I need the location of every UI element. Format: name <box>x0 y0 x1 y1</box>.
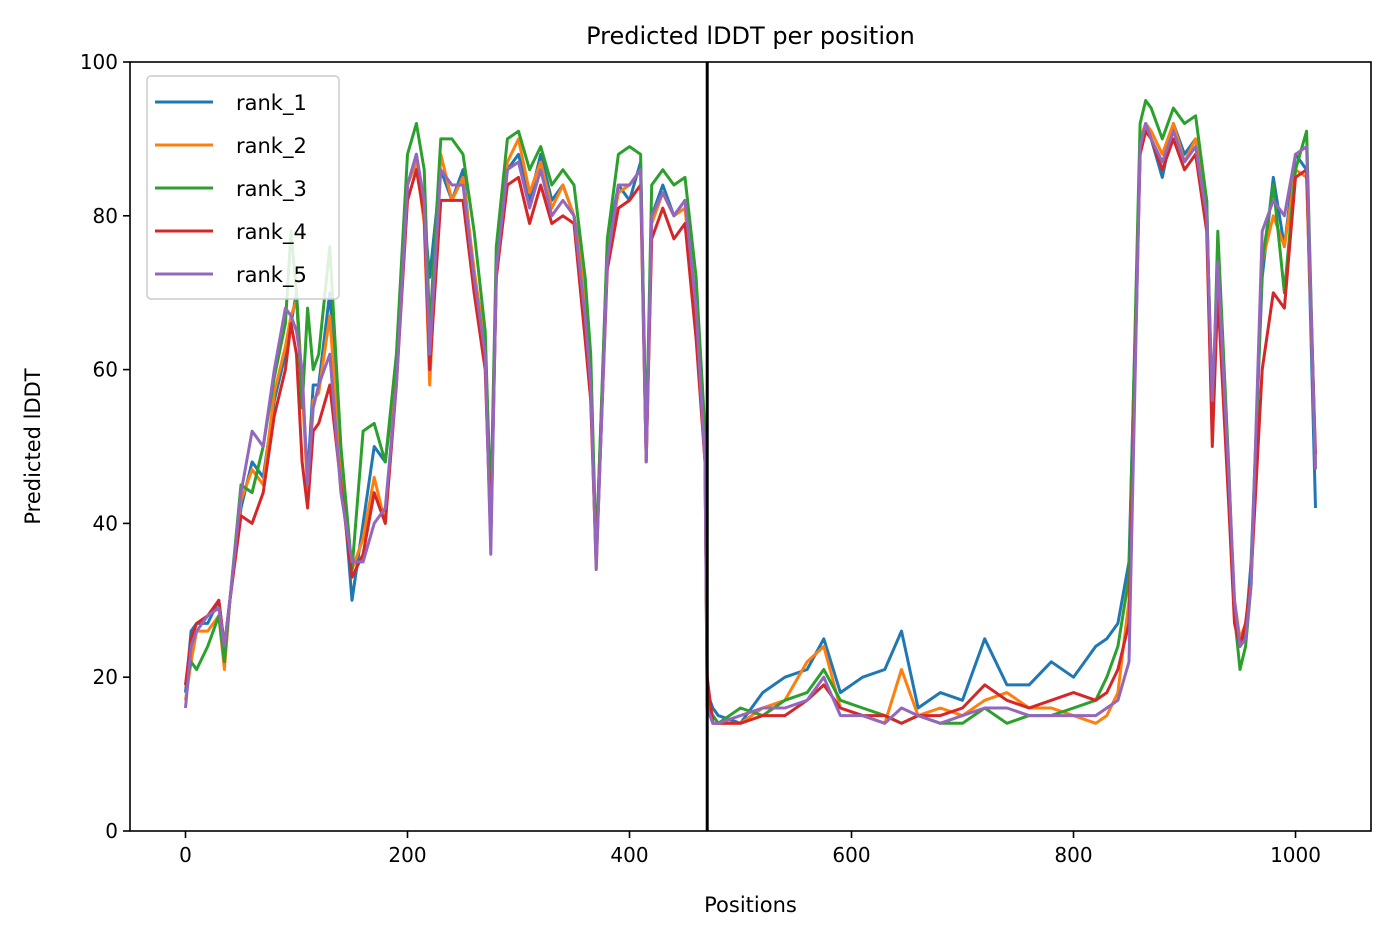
y-tick-label: 100 <box>80 50 118 74</box>
y-tick-label: 40 <box>93 511 118 535</box>
x-tick-label: 600 <box>832 843 870 867</box>
y-tick-label: 60 <box>93 358 118 382</box>
chart-title: Predicted lDDT per position <box>586 22 915 50</box>
x-axis-title: Positions <box>704 893 797 917</box>
series-line-rank_5 <box>184 122 1317 725</box>
legend-label-rank_4: rank_4 <box>236 220 307 245</box>
legend-label-rank_1: rank_1 <box>236 91 307 116</box>
legend-label-rank_3: rank_3 <box>236 177 307 202</box>
ticks-layer: 0 200 400 600 800 1000 0 20 40 60 80 100 <box>80 50 1321 867</box>
y-tick-label: 80 <box>93 204 118 228</box>
x-tick-label: 1000 <box>1270 843 1321 867</box>
plot-lines <box>184 99 1317 725</box>
plot-frame <box>129 61 1372 832</box>
legend-label-rank_5: rank_5 <box>236 263 307 288</box>
legend-label-rank_2: rank_2 <box>236 134 307 159</box>
x-tick-label: 200 <box>388 843 426 867</box>
x-tick-label: 800 <box>1054 843 1092 867</box>
y-axis-title: Predicted lDDT <box>21 368 45 524</box>
y-tick-label: 0 <box>105 819 118 843</box>
y-tick-label: 20 <box>93 665 118 689</box>
x-tick-label: 0 <box>179 843 192 867</box>
legend: rank_1 rank_2 rank_3 rank_4 rank_5 <box>146 75 340 300</box>
legend-box <box>146 75 340 300</box>
x-tick-label: 400 <box>610 843 648 867</box>
